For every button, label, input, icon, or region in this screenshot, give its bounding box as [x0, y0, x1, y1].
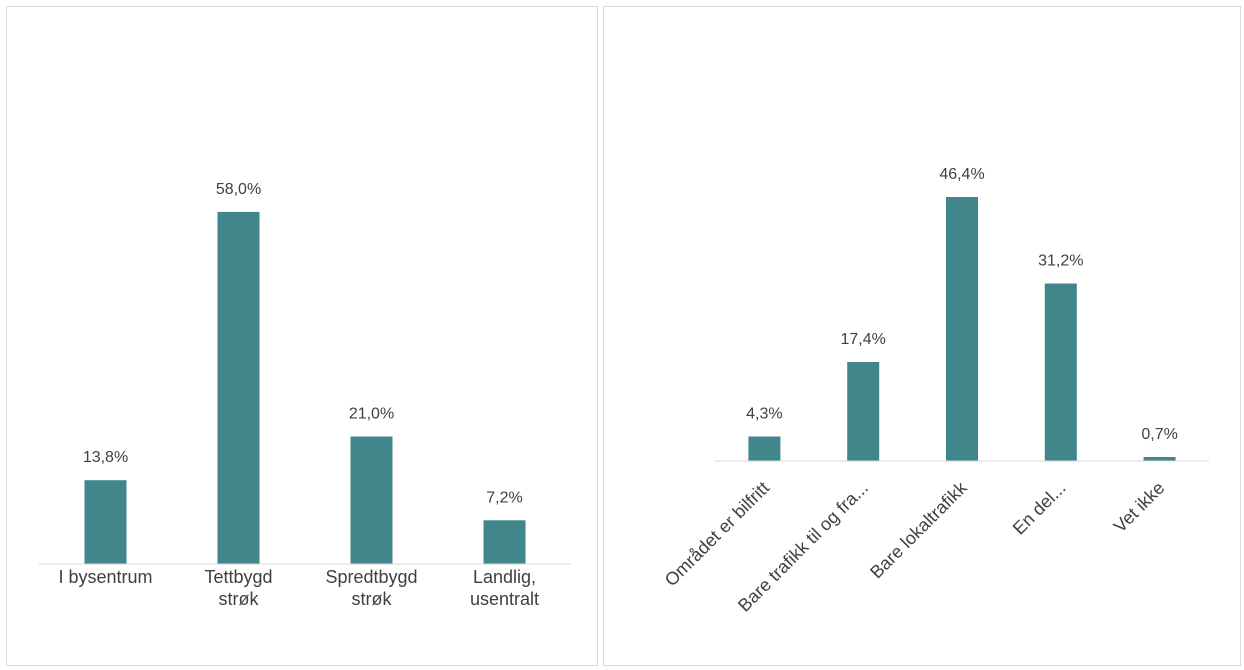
- traffic-category-label-3: Bare lokaltrafikk: [866, 477, 971, 582]
- chart-panel-location: 13,8% I bysentrum 58,0% Tettbygd strøk 21,0% S…: [6, 6, 598, 666]
- traffic-bar-4: [1044, 283, 1077, 461]
- traffic-category-label-1: Området er bilfritt: [661, 478, 773, 590]
- location-category-label-1: I bysentrum: [58, 567, 152, 587]
- location-category-label-4: Landlig, usentralt: [470, 567, 539, 609]
- traffic-bar-1: [748, 436, 781, 461]
- location-bar-2: [217, 211, 260, 564]
- traffic-data-label-5: 0,7%: [1141, 426, 1177, 443]
- traffic-bar-5: [1143, 457, 1176, 461]
- location-bar-4: [483, 520, 526, 564]
- location-data-label-2: 58,0%: [216, 181, 261, 198]
- bar-chart-location: 13,8% I bysentrum 58,0% Tettbygd strøk 21,0% S…: [39, 181, 571, 609]
- traffic-data-label-1: 4,3%: [746, 406, 782, 423]
- location-category-label-2: Tettbygd strøk: [204, 567, 272, 609]
- location-data-label-3: 21,0%: [349, 406, 394, 423]
- traffic-bar-2: [847, 362, 880, 461]
- location-data-label-4: 7,2%: [486, 489, 522, 506]
- location-category-label-3: Spredtbygd strøk: [325, 567, 417, 609]
- traffic-category-label-4: En del...: [1009, 478, 1070, 539]
- location-data-label-1: 13,8%: [83, 449, 128, 466]
- traffic-data-label-2: 17,4%: [841, 331, 886, 348]
- traffic-data-label-4: 31,2%: [1038, 253, 1083, 270]
- location-bar-3: [350, 436, 393, 564]
- traffic-category-label-5: Vet ikke: [1110, 478, 1169, 537]
- traffic-data-label-3: 46,4%: [939, 166, 984, 183]
- traffic-bar-3: [946, 197, 978, 461]
- chart-panel-traffic: 4,3% Området er bilfritt 17,4% Bare trafikk…: [603, 6, 1241, 666]
- location-bar-1: [84, 480, 127, 564]
